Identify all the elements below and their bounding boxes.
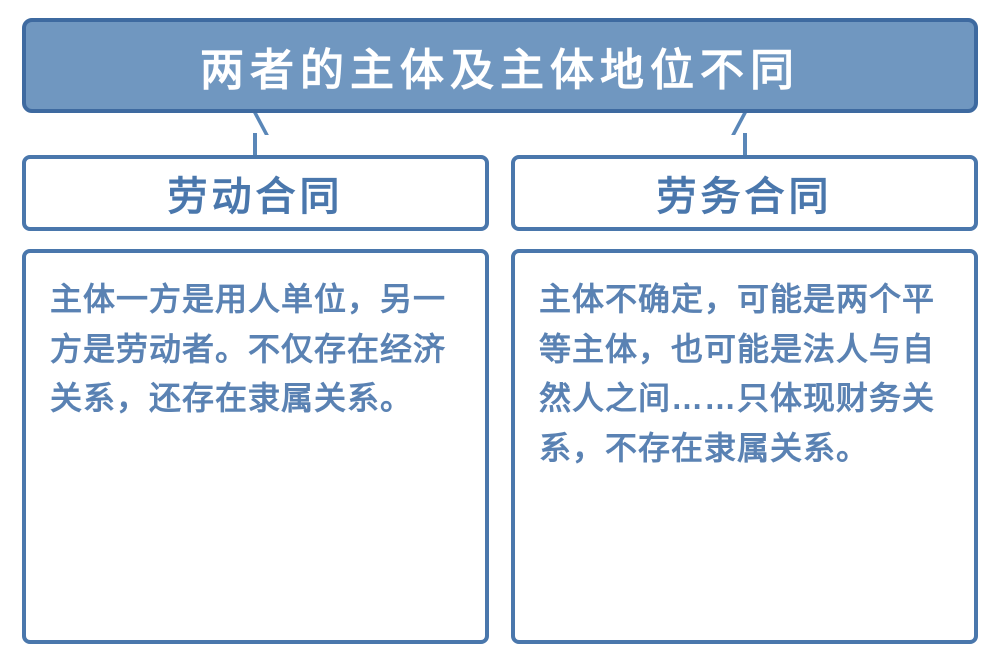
- left-subheader-title: 劳动合同: [168, 164, 344, 222]
- connector-left-v2: [253, 133, 257, 155]
- right-content-box: 主体不确定，可能是两个平等主体，也可能是法人与自然人之间……只体现财务关系，不存…: [511, 249, 978, 644]
- connector-lines: [22, 113, 978, 155]
- left-content-text: 主体一方是用人单位，另一方是劳动者。不仅存在经济关系，还存在隶属关系。: [50, 281, 446, 416]
- right-column: 劳务合同 主体不确定，可能是两个平等主体，也可能是法人与自然人之间……只体现财务…: [511, 155, 978, 644]
- connector-left-v: [253, 113, 269, 135]
- left-column: 劳动合同 主体一方是用人单位，另一方是劳动者。不仅存在经济关系，还存在隶属关系。: [22, 155, 489, 644]
- right-subheader-title: 劳务合同: [657, 164, 833, 222]
- columns-container: 劳动合同 主体一方是用人单位，另一方是劳动者。不仅存在经济关系，还存在隶属关系。…: [22, 155, 978, 644]
- right-content-text: 主体不确定，可能是两个平等主体，也可能是法人与自然人之间……只体现财务关系，不存…: [539, 281, 935, 466]
- header-box: 两者的主体及主体地位不同: [22, 18, 978, 113]
- left-subheader: 劳动合同: [22, 155, 489, 231]
- right-subheader: 劳务合同: [511, 155, 978, 231]
- connector-right-v2: [743, 133, 747, 155]
- header-title: 两者的主体及主体地位不同: [200, 34, 800, 98]
- connector-right-v: [731, 113, 747, 135]
- left-content-box: 主体一方是用人单位，另一方是劳动者。不仅存在经济关系，还存在隶属关系。: [22, 249, 489, 644]
